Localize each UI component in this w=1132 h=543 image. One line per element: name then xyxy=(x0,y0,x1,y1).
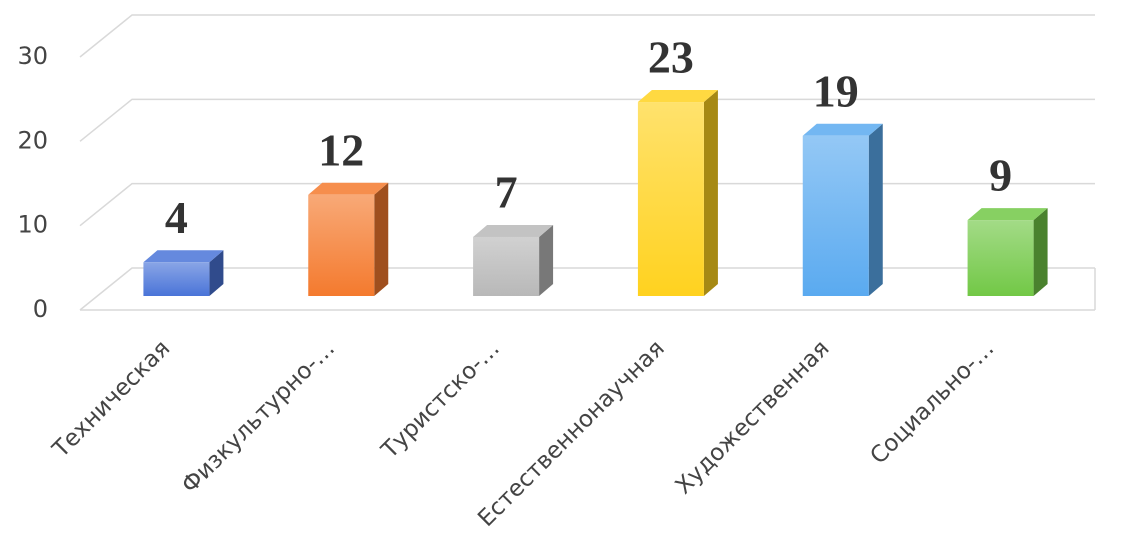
bar-side xyxy=(1033,208,1048,296)
bar-side xyxy=(539,224,554,296)
x-tick-label: Естественнонаучная xyxy=(473,335,670,532)
bar-side xyxy=(868,123,883,297)
y-tick-label: 0 xyxy=(33,295,48,323)
data-label: 9 xyxy=(989,150,1012,201)
x-tick-label: Социально-… xyxy=(865,335,999,469)
bar xyxy=(967,220,1034,296)
x-tick-label: Туристско-… xyxy=(376,335,505,464)
bar-group xyxy=(802,123,883,297)
y-tick-label: 10 xyxy=(17,211,48,239)
bar xyxy=(637,102,704,297)
bar-top xyxy=(143,250,224,263)
bar-side xyxy=(374,182,389,296)
bar-side xyxy=(209,250,224,296)
bar-group xyxy=(967,208,1048,296)
bar xyxy=(473,236,540,296)
bar-group xyxy=(143,250,224,296)
bar-group xyxy=(637,90,718,297)
bar-side xyxy=(703,90,718,297)
y-tick-label: 30 xyxy=(17,42,48,70)
data-label: 4 xyxy=(165,192,188,243)
bar-top xyxy=(967,208,1048,221)
bar-group xyxy=(473,224,554,296)
x-tick-label: Техническая xyxy=(47,335,175,463)
bar-top xyxy=(802,123,883,136)
data-label: 12 xyxy=(318,124,364,175)
bar-top xyxy=(473,224,554,237)
y-tick-label: 20 xyxy=(17,126,48,154)
grid-line xyxy=(79,98,1095,142)
data-label: 7 xyxy=(495,167,518,218)
grid-line xyxy=(79,14,1095,58)
bar-top xyxy=(637,90,718,103)
bar xyxy=(802,135,869,296)
x-tick-label: Физкультурно-… xyxy=(177,335,340,498)
bar xyxy=(143,262,210,296)
bar-top xyxy=(308,182,389,195)
grid-line xyxy=(79,267,1095,311)
bar xyxy=(308,194,375,296)
bar-group xyxy=(308,182,389,296)
data-label: 19 xyxy=(813,65,859,116)
grid-line xyxy=(79,182,1095,227)
data-label: 23 xyxy=(648,32,694,83)
x-tick-label: Художественная xyxy=(671,335,835,499)
